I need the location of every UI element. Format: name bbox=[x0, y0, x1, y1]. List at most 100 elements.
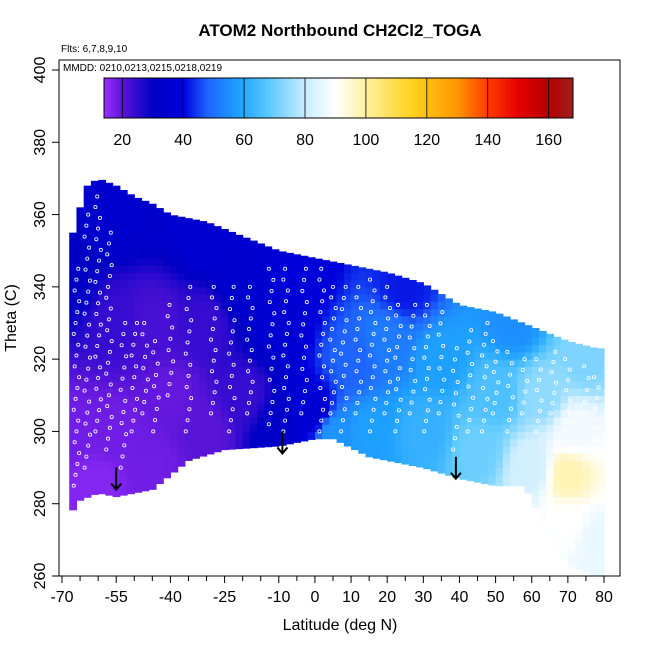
sample-point bbox=[94, 386, 99, 391]
field-cell bbox=[502, 366, 511, 375]
sample-point bbox=[74, 429, 79, 434]
field-cell bbox=[307, 272, 316, 281]
x-axis: -70 -55 -40 -25 -10 0 10 20 30 40 50 60 70 80 bbox=[50, 575, 613, 606]
field-cell bbox=[452, 302, 461, 310]
field-cell bbox=[575, 373, 583, 382]
field-cell bbox=[134, 330, 143, 339]
field-cell bbox=[127, 323, 135, 331]
field-cell bbox=[307, 330, 316, 339]
sample-point bbox=[106, 317, 111, 322]
field-cell bbox=[575, 402, 583, 411]
field-cell bbox=[242, 330, 251, 339]
field-cell bbox=[76, 344, 85, 353]
field-cell bbox=[242, 237, 251, 245]
field-cell bbox=[589, 359, 598, 367]
field-cell bbox=[351, 395, 359, 404]
field-cell bbox=[300, 344, 309, 353]
field-cell bbox=[589, 467, 598, 476]
field-cell bbox=[105, 250, 114, 259]
field-cell bbox=[473, 373, 482, 382]
field-cell bbox=[322, 337, 330, 346]
sample-point bbox=[249, 348, 254, 353]
field-cell bbox=[213, 308, 222, 317]
field-cell bbox=[560, 496, 569, 505]
field-cell bbox=[517, 395, 526, 404]
field-cell bbox=[213, 431, 222, 440]
field-cell bbox=[163, 402, 171, 411]
field-cell bbox=[228, 344, 237, 353]
field-cell bbox=[582, 568, 591, 573]
field-cell bbox=[372, 359, 381, 367]
field-cell bbox=[379, 323, 388, 331]
field-cell bbox=[481, 388, 489, 396]
field-cell bbox=[220, 250, 229, 259]
field-cell bbox=[90, 351, 99, 360]
field-cell bbox=[423, 431, 432, 440]
field-cell bbox=[90, 315, 99, 324]
field-cell bbox=[524, 373, 533, 382]
field-cell bbox=[271, 366, 280, 375]
field-cell bbox=[495, 445, 504, 454]
field-cell bbox=[220, 424, 229, 433]
field-cell bbox=[119, 395, 128, 404]
field-cell bbox=[228, 409, 237, 418]
field-cell bbox=[329, 301, 338, 310]
field-cell bbox=[408, 308, 417, 317]
field-cell bbox=[69, 388, 78, 396]
sample-point bbox=[522, 357, 527, 362]
field-cell bbox=[76, 489, 85, 498]
field-cell bbox=[170, 337, 179, 346]
field-cell bbox=[264, 351, 273, 360]
field-cell bbox=[582, 496, 591, 505]
field-cell bbox=[517, 424, 526, 433]
field-cell bbox=[336, 388, 345, 396]
field-cell bbox=[524, 344, 533, 353]
field-cell bbox=[213, 351, 222, 360]
sample-point bbox=[370, 375, 375, 380]
field-cell bbox=[502, 395, 511, 404]
field-cell bbox=[445, 337, 453, 346]
field-cell bbox=[401, 286, 410, 295]
field-cell bbox=[112, 257, 121, 266]
field-cell bbox=[430, 409, 439, 418]
field-cell bbox=[459, 424, 468, 433]
field-cell bbox=[170, 359, 179, 367]
sample-point bbox=[525, 378, 530, 383]
field-cell bbox=[336, 265, 345, 273]
field-cell bbox=[278, 380, 287, 389]
field-cell bbox=[307, 323, 316, 331]
field-cell bbox=[596, 395, 605, 404]
field-cell bbox=[192, 272, 200, 281]
field-cell bbox=[141, 467, 150, 476]
field-cell bbox=[69, 402, 78, 411]
sample-point bbox=[209, 337, 214, 342]
field-cell bbox=[105, 279, 114, 288]
sample-point bbox=[481, 418, 486, 423]
sample-point bbox=[123, 320, 128, 325]
field-cell bbox=[307, 286, 316, 295]
sample-point bbox=[232, 396, 237, 401]
field-cell bbox=[90, 301, 99, 310]
field-cell bbox=[401, 366, 410, 375]
field-cell bbox=[155, 214, 164, 223]
field-cell bbox=[286, 416, 294, 425]
field-cell bbox=[517, 323, 526, 331]
field-cell bbox=[502, 388, 511, 396]
field-cell bbox=[228, 308, 237, 317]
field-cell bbox=[163, 424, 171, 433]
field-cell bbox=[98, 330, 106, 339]
field-cell bbox=[257, 315, 265, 324]
field-cell bbox=[336, 337, 345, 346]
field-cell bbox=[127, 286, 135, 295]
sample-point bbox=[284, 407, 289, 412]
field-cell bbox=[582, 503, 591, 512]
sample-point bbox=[564, 388, 569, 393]
field-cell bbox=[575, 343, 583, 346]
field-cell bbox=[531, 496, 540, 505]
x-tick-label: -70 bbox=[50, 589, 73, 606]
field-cell bbox=[112, 388, 121, 396]
field-cell bbox=[220, 265, 229, 273]
field-cell bbox=[170, 294, 179, 302]
field-cell bbox=[69, 344, 78, 353]
field-cell bbox=[430, 344, 439, 353]
